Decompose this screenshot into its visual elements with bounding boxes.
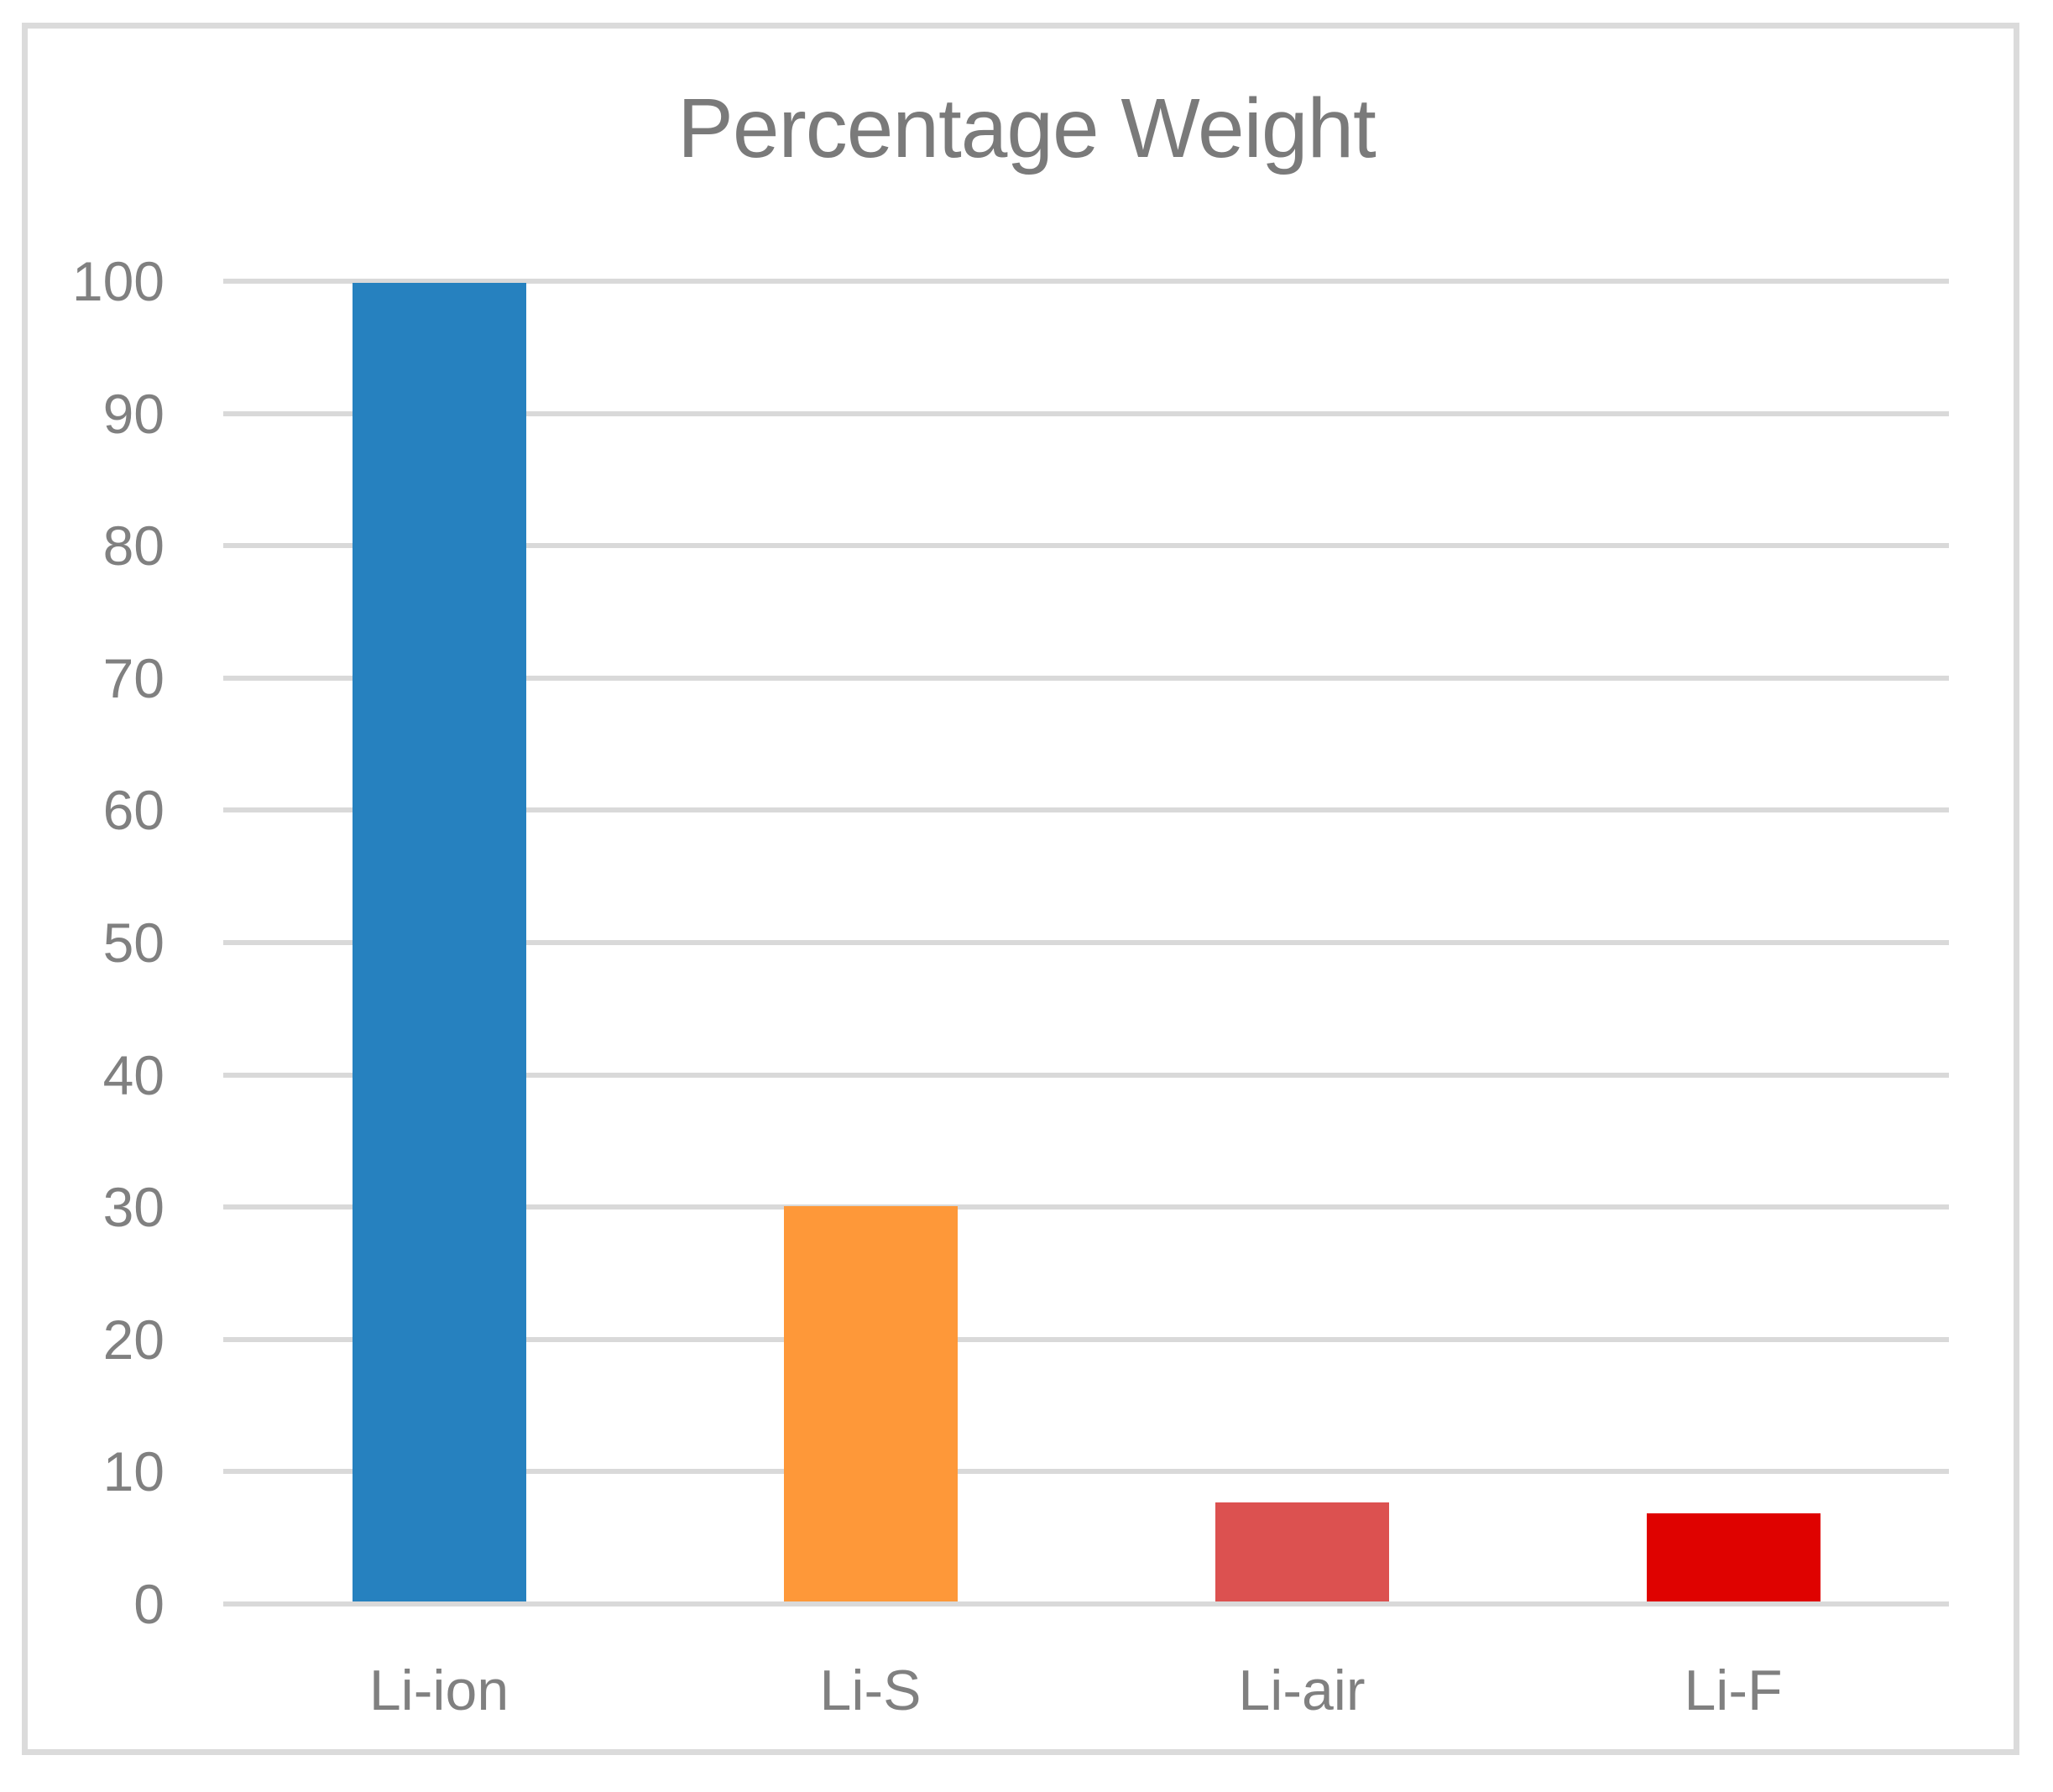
- y-tick-label-60: 60: [102, 779, 165, 842]
- chart-title: Percentage Weight: [677, 81, 1377, 175]
- bar-li-air: [1215, 1502, 1389, 1601]
- y-gridline-40: [223, 1072, 1949, 1078]
- x-category-label-li-ion: Li-ion: [368, 1659, 509, 1722]
- y-gridline-70: [223, 675, 1949, 681]
- y-gridline-80: [223, 543, 1949, 549]
- bar-li-ion: [352, 283, 526, 1601]
- bar-li-f: [1646, 1512, 1821, 1601]
- x-category-label-li-air: Li-air: [1238, 1659, 1366, 1722]
- y-tick-label-80: 80: [102, 515, 165, 577]
- y-tick-label-30: 30: [102, 1176, 165, 1239]
- y-gridline-0: [223, 1601, 1949, 1607]
- bar-li-s: [783, 1205, 958, 1601]
- y-tick-label-0: 0: [133, 1573, 165, 1635]
- y-gridline-50: [223, 940, 1949, 945]
- y-gridline-20: [223, 1336, 1949, 1342]
- y-gridline-10: [223, 1469, 1949, 1475]
- y-gridline-100: [223, 279, 1949, 284]
- y-tick-label-20: 20: [102, 1308, 165, 1371]
- y-gridline-90: [223, 410, 1949, 416]
- y-gridline-30: [223, 1204, 1949, 1210]
- y-tick-label-100: 100: [71, 250, 165, 312]
- y-tick-label-50: 50: [102, 912, 165, 974]
- y-tick-label-90: 90: [102, 382, 165, 445]
- y-tick-label-10: 10: [102, 1440, 165, 1503]
- y-gridline-60: [223, 807, 1949, 813]
- x-category-label-li-f: Li-F: [1684, 1659, 1783, 1722]
- y-tick-label-40: 40: [102, 1043, 165, 1106]
- x-category-label-li-s: Li-S: [819, 1659, 922, 1722]
- y-tick-label-70: 70: [102, 646, 165, 709]
